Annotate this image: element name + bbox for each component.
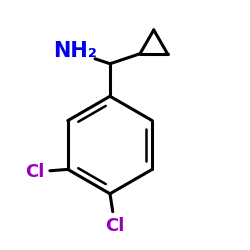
Text: NH₂: NH₂ bbox=[53, 41, 97, 61]
Text: Cl: Cl bbox=[26, 163, 45, 181]
Text: Cl: Cl bbox=[105, 217, 125, 235]
